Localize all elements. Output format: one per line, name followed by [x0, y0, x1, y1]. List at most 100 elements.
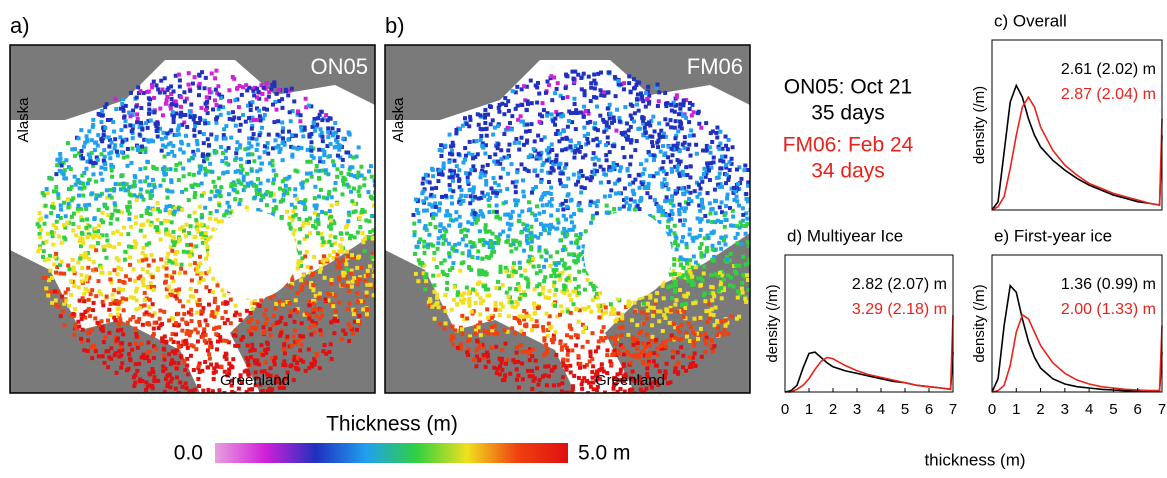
- ice-dot: [506, 126, 510, 130]
- ice-dot: [147, 305, 151, 309]
- ice-dot: [182, 174, 186, 178]
- ice-dot: [46, 191, 50, 195]
- ice-dot: [676, 350, 680, 354]
- ice-dot: [700, 201, 704, 205]
- ice-dot: [459, 188, 463, 192]
- ice-dot: [170, 249, 174, 253]
- ice-dot: [597, 158, 601, 162]
- ice-dot: [757, 215, 761, 219]
- ice-dot: [694, 260, 698, 264]
- ice-dot: [541, 101, 545, 105]
- ice-dot: [312, 301, 316, 305]
- ice-dot: [174, 387, 178, 391]
- ice-dot: [478, 239, 482, 243]
- ice-dot: [548, 289, 552, 293]
- ice-dot: [317, 148, 321, 152]
- ice-dot: [305, 311, 309, 315]
- ice-dot: [553, 117, 557, 121]
- ice-dot: [332, 163, 336, 167]
- ice-dot: [594, 349, 598, 353]
- ice-dot: [566, 177, 570, 181]
- ice-dot: [224, 310, 228, 314]
- ice-dot: [745, 217, 749, 221]
- ice-dot: [229, 298, 233, 302]
- ice-dot: [171, 349, 175, 353]
- ice-dot: [515, 85, 519, 89]
- ice-dot: [208, 345, 212, 349]
- ice-dot: [615, 335, 619, 339]
- ice-dot: [193, 261, 197, 265]
- ice-dot: [299, 113, 303, 117]
- ice-dot: [445, 287, 449, 291]
- ice-dot: [186, 299, 190, 303]
- ice-dot: [204, 241, 208, 245]
- ice-dot: [414, 272, 418, 276]
- ice-dot: [559, 398, 563, 402]
- ice-dot: [572, 97, 576, 101]
- ice-dot: [137, 259, 141, 263]
- ice-dot: [288, 314, 292, 318]
- ice-dot: [274, 173, 278, 177]
- ice-dot: [131, 109, 135, 113]
- ice-dot: [254, 184, 258, 188]
- ice-dot: [164, 227, 168, 231]
- ice-dot: [339, 231, 343, 235]
- ice-dot: [295, 361, 299, 365]
- ice-dot: [371, 214, 375, 218]
- ice-dot: [133, 373, 137, 377]
- ice-dot: [146, 340, 150, 344]
- ice-dot: [468, 140, 472, 144]
- ice-dot: [149, 118, 153, 122]
- ice-dot: [137, 362, 141, 366]
- ice-dot: [530, 235, 534, 239]
- ice-dot: [210, 190, 214, 194]
- ice-dot: [708, 145, 712, 149]
- ice-dot: [423, 287, 427, 291]
- ice-dot: [262, 86, 266, 90]
- ice-dot: [444, 293, 448, 297]
- ice-dot: [445, 209, 449, 213]
- ice-dot: [491, 176, 495, 180]
- ice-dot: [476, 256, 480, 260]
- ice-dot: [191, 82, 195, 86]
- ice-dot: [108, 313, 112, 317]
- ice-dot: [565, 137, 569, 141]
- ice-dot: [555, 87, 559, 91]
- ice-dot: [54, 185, 58, 189]
- ice-dot: [528, 129, 532, 133]
- ice-dot: [640, 115, 644, 119]
- ice-dot: [71, 228, 75, 232]
- ice-dot: [204, 169, 208, 173]
- ice-dot: [530, 122, 534, 126]
- ice-dot: [303, 205, 307, 209]
- ice-dot: [272, 178, 276, 182]
- ice-dot: [727, 160, 731, 164]
- ice-dot: [148, 183, 152, 187]
- ice-dot: [340, 164, 344, 168]
- ice-dot: [729, 252, 733, 256]
- ice-dot: [487, 293, 491, 297]
- ice-dot: [198, 298, 202, 302]
- ice-dot: [620, 333, 624, 337]
- ice-dot: [648, 296, 652, 300]
- ice-dot: [172, 116, 176, 120]
- ice-dot: [314, 206, 318, 210]
- ice-dot: [626, 168, 630, 172]
- ice-dot: [135, 369, 139, 373]
- ice-dot: [483, 173, 487, 177]
- ice-dot: [266, 347, 270, 351]
- ice-dot: [323, 343, 327, 347]
- ice-dot: [604, 310, 608, 314]
- ice-dot: [533, 139, 537, 143]
- ice-dot: [147, 383, 151, 387]
- ice-dot: [152, 259, 156, 263]
- ice-dot: [103, 167, 107, 171]
- ice-dot: [258, 188, 262, 192]
- ice-dot: [203, 121, 207, 125]
- ice-dot: [357, 189, 361, 193]
- ice-dot: [579, 397, 583, 401]
- ice-dot: [174, 133, 178, 137]
- ice-dot: [188, 263, 192, 267]
- ice-dot: [80, 231, 84, 235]
- ice-dot: [438, 201, 442, 205]
